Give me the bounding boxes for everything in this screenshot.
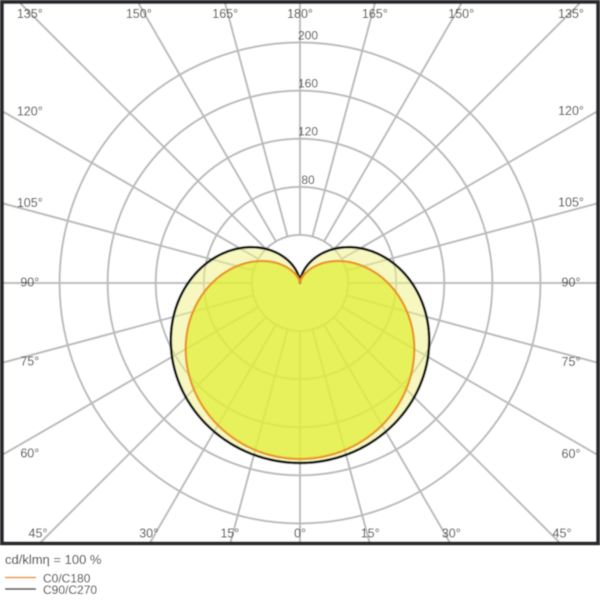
svg-text:60°: 60°	[20, 446, 39, 460]
svg-text:cd/klmη = 100 %: cd/klmη = 100 %	[5, 552, 102, 567]
svg-text:105°: 105°	[558, 196, 584, 210]
svg-text:30°: 30°	[442, 526, 461, 540]
svg-text:15°: 15°	[361, 526, 380, 540]
svg-text:150°: 150°	[448, 7, 474, 21]
svg-text:105°: 105°	[17, 196, 43, 210]
svg-text:180°: 180°	[287, 7, 313, 21]
svg-text:165°: 165°	[362, 7, 388, 21]
svg-text:135°: 135°	[17, 7, 43, 21]
svg-text:15°: 15°	[220, 526, 239, 540]
svg-text:200: 200	[298, 29, 318, 43]
svg-text:45°: 45°	[29, 526, 48, 540]
svg-text:135°: 135°	[558, 7, 584, 21]
svg-text:120: 120	[298, 125, 318, 139]
svg-text:45°: 45°	[553, 526, 572, 540]
svg-text:60°: 60°	[562, 447, 581, 461]
svg-text:75°: 75°	[20, 355, 39, 369]
svg-text:C90/C270: C90/C270	[43, 583, 97, 597]
svg-text:75°: 75°	[562, 355, 581, 369]
svg-text:150°: 150°	[126, 7, 152, 21]
svg-text:30°: 30°	[139, 526, 158, 540]
svg-text:0°: 0°	[294, 526, 306, 540]
svg-text:90°: 90°	[20, 275, 39, 289]
svg-text:120°: 120°	[558, 104, 584, 118]
svg-text:160: 160	[298, 77, 318, 91]
svg-text:90°: 90°	[562, 275, 581, 289]
svg-text:120°: 120°	[17, 104, 43, 118]
svg-text:80: 80	[301, 173, 315, 187]
svg-text:165°: 165°	[212, 7, 238, 21]
